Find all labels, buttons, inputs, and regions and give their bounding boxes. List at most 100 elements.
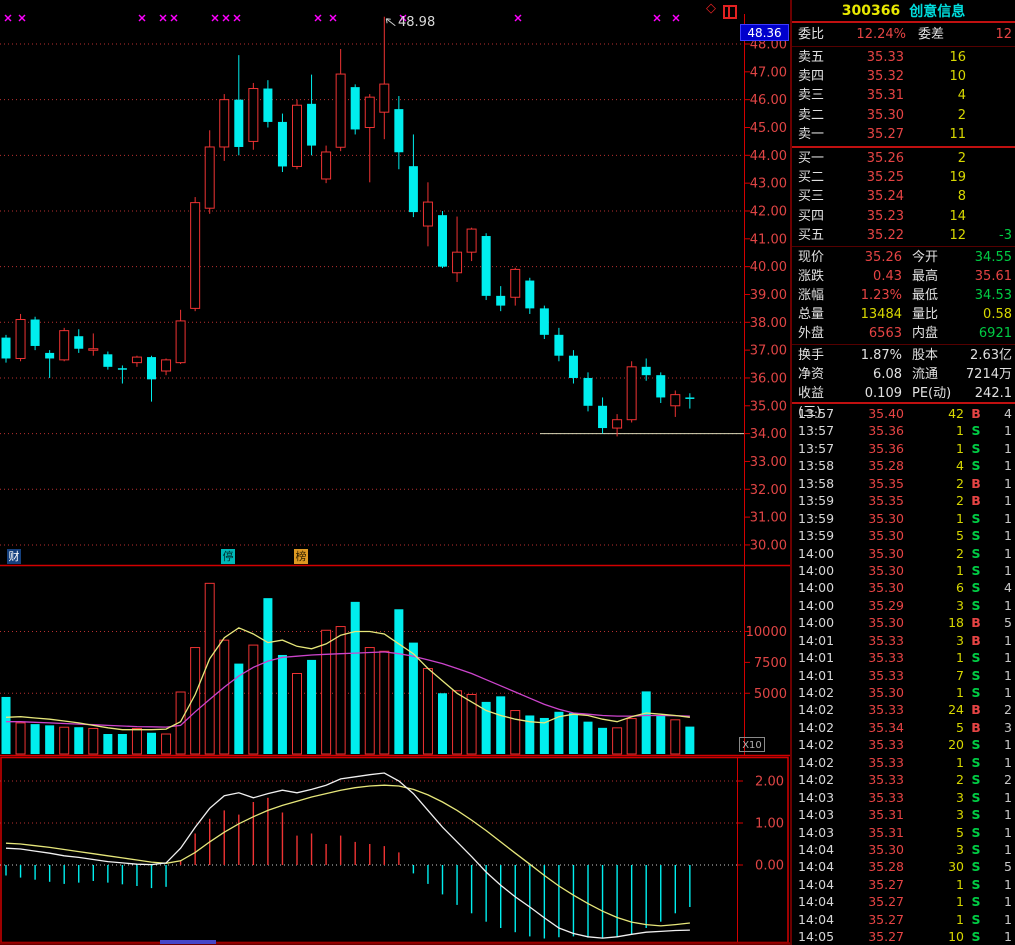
sell-order-row[interactable]: 卖五 35.33 16 <box>798 48 1012 67</box>
tick-volume: 1 <box>956 650 964 666</box>
field-label: 总量 <box>798 307 825 322</box>
spacer <box>906 25 918 45</box>
tick-count: 1 <box>1004 737 1012 753</box>
tick-row[interactable]: 14:05 35.27 10 S 1 <box>798 928 1012 945</box>
svg-text:34.00: 34.00 <box>750 427 787 442</box>
order-level-label: 买三 <box>798 189 825 205</box>
buy-order-row[interactable]: 买一 35.26 2 <box>798 149 1012 168</box>
tick-count: 1 <box>1004 894 1012 910</box>
tick-row[interactable]: 14:02 35.33 1 S 1 <box>798 754 1012 771</box>
weicha-label: 委差 <box>918 27 945 42</box>
tick-row[interactable]: 14:02 35.33 2 S 2 <box>798 771 1012 788</box>
field-value: 2.63亿 <box>970 348 1012 363</box>
tick-price: 35.33 <box>868 789 904 805</box>
kline-volume-macd-chart[interactable]: 48.00 47.00 46.00 45.00 44.00 43.00 42.00 41.00… <box>0 0 790 945</box>
tick-row[interactable]: 14:00 35.30 1 S 1 <box>798 562 1012 579</box>
tick-volume: 1 <box>956 562 964 578</box>
field-value: 34.53 <box>974 288 1012 303</box>
svg-text:7500: 7500 <box>754 656 787 671</box>
tick-row[interactable]: 13:58 35.28 4 S 1 <box>798 457 1012 474</box>
tick-row[interactable]: 14:00 35.30 6 S 4 <box>798 579 1012 596</box>
tick-row[interactable]: 13:59 35.30 5 S 1 <box>798 527 1012 544</box>
buy-order-row[interactable]: 买二 35.25 19 <box>798 168 1012 187</box>
tick-row[interactable]: 13:57 35.40 42 B 4 <box>798 405 1012 422</box>
tick-count: 1 <box>1004 789 1012 805</box>
svg-text:36.00: 36.00 <box>750 371 787 386</box>
tick-volume: 1 <box>956 754 964 770</box>
tick-row[interactable]: 14:01 35.33 7 S 1 <box>798 667 1012 684</box>
field-value: 1.23% <box>860 288 902 303</box>
tick-volume: 1 <box>956 685 964 700</box>
buy-order-row[interactable]: 买五 35.22 12 -3 <box>798 226 1012 245</box>
svg-text:42.00: 42.00 <box>750 204 787 219</box>
tick-row[interactable]: 13:57 35.36 1 S 1 <box>798 440 1012 457</box>
tick-row[interactable]: 13:58 35.35 2 B 1 <box>798 475 1012 492</box>
tick-row[interactable]: 14:01 35.33 1 S 1 <box>798 649 1012 666</box>
sell-order-row[interactable]: 卖三 35.31 4 <box>798 86 1012 105</box>
tick-row[interactable]: 14:02 35.34 5 B 3 <box>798 719 1012 736</box>
spacer <box>902 248 912 267</box>
tick-row[interactable]: 14:02 35.33 24 B 2 <box>798 701 1012 718</box>
tick-count: 4 <box>1004 406 1012 421</box>
field-value: 0.43 <box>873 269 902 284</box>
sell-order-row[interactable]: 卖二 35.30 2 <box>798 106 1012 125</box>
tick-row[interactable]: 13:59 35.30 1 S 1 <box>798 510 1012 527</box>
tick-count: 5 <box>1004 615 1012 631</box>
tick-price: 35.30 <box>868 562 904 578</box>
sell-order-row[interactable]: 卖四 35.32 10 <box>798 67 1012 86</box>
svg-text:41.00: 41.00 <box>750 232 787 247</box>
pane-button-cai[interactable]: 财 <box>7 549 21 564</box>
field-value: 35.61 <box>974 269 1012 284</box>
tick-row[interactable]: 14:04 35.30 3 S 1 <box>798 841 1012 858</box>
order-volume-change <box>966 67 1012 86</box>
tick-row[interactable]: 14:04 35.28 30 S 5 <box>798 858 1012 875</box>
field-value: 6921 <box>978 326 1012 341</box>
tick-time: 14:03 <box>798 789 835 805</box>
field-value: 7214万 <box>965 367 1012 382</box>
tick-row[interactable]: 14:02 35.30 1 S 1 <box>798 684 1012 701</box>
buy-order-row[interactable]: 买三 35.24 8 <box>798 187 1012 206</box>
diamond-icon[interactable]: ◇ <box>706 1 716 16</box>
chart-region[interactable]: 48.00 47.00 46.00 45.00 44.00 43.00 42.00 41.00… <box>0 0 790 945</box>
tick-row[interactable]: 13:57 35.36 1 S 1 <box>798 422 1012 439</box>
pane-button-bang[interactable]: 榜 <box>294 549 308 564</box>
order-volume: 10 <box>949 69 966 85</box>
field-value: 6563 <box>868 326 902 341</box>
tick-count: 1 <box>1004 807 1012 823</box>
order-volume-change <box>966 125 1012 144</box>
tick-row[interactable]: 14:03 35.33 3 S 1 <box>798 789 1012 806</box>
tick-count: 1 <box>1004 876 1012 892</box>
tick-price: 35.30 <box>868 841 904 857</box>
order-price: 35.31 <box>866 88 904 104</box>
order-level-label: 买一 <box>798 151 825 166</box>
tick-row[interactable]: 14:04 35.27 1 S 1 <box>798 911 1012 928</box>
tick-row[interactable]: 14:03 35.31 3 S 1 <box>798 806 1012 823</box>
tick-volume: 10 <box>948 929 964 945</box>
tick-row[interactable]: 14:00 35.29 3 S 1 <box>798 597 1012 614</box>
tick-side: S <box>971 650 981 666</box>
order-volume: 19 <box>949 170 966 186</box>
tick-row[interactable]: 14:01 35.33 3 B 1 <box>798 632 1012 649</box>
tick-row[interactable]: 14:04 35.27 1 S 1 <box>798 876 1012 893</box>
tick-time: 14:00 <box>798 545 835 561</box>
svg-text:37.00: 37.00 <box>750 344 787 359</box>
tick-side: S <box>971 824 981 840</box>
tick-time: 13:57 <box>798 406 835 421</box>
order-level-label: 卖二 <box>798 107 825 123</box>
tick-list[interactable]: 13:57 35.40 42 B 4 13:57 35.36 1 S 1 13:57 35.36 1 S 1… <box>798 405 1012 945</box>
axis-cursor-price-label: 48.36 <box>740 24 789 41</box>
pane-button-ting[interactable]: 停 <box>221 549 235 564</box>
tick-row[interactable]: 14:04 35.27 1 S 1 <box>798 893 1012 910</box>
field-label: 涨幅 <box>798 288 825 303</box>
tick-row[interactable]: 14:00 35.30 2 S 1 <box>798 545 1012 562</box>
tick-row[interactable]: 14:02 35.33 20 S 1 <box>798 736 1012 753</box>
tick-row[interactable]: 14:03 35.31 5 S 1 <box>798 824 1012 841</box>
buy-order-row[interactable]: 买四 35.23 14 <box>798 207 1012 226</box>
split-window-icon[interactable] <box>723 5 737 19</box>
sell-order-row[interactable]: 卖一 35.27 11 <box>798 125 1012 144</box>
tick-row[interactable]: 14:00 35.30 18 B 5 <box>798 614 1012 631</box>
svg-text:43.00: 43.00 <box>750 177 787 192</box>
order-price: 35.23 <box>866 208 904 224</box>
tick-row[interactable]: 13:59 35.35 2 B 1 <box>798 492 1012 509</box>
svg-text:46.00: 46.00 <box>750 93 787 108</box>
